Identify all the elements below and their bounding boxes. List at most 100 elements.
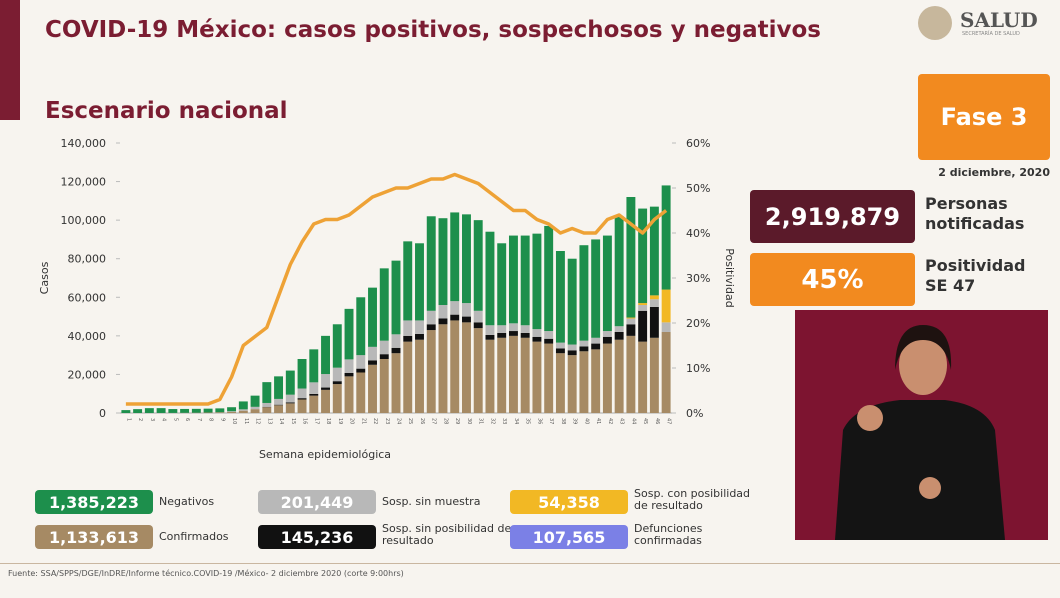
x-tick-label: 10 (231, 418, 237, 424)
bar-segment (321, 374, 330, 388)
bar-segment (579, 351, 589, 413)
bar-segment (391, 347, 401, 354)
bar-segment (426, 310, 436, 325)
x-tick-label: 24 (396, 418, 402, 424)
bar-segment (591, 343, 601, 350)
bar-segment (203, 408, 213, 413)
bar-segment (368, 287, 377, 347)
x-tick-label: 35 (525, 418, 531, 424)
bar-segment (415, 339, 424, 413)
interpreter-hand (857, 405, 883, 431)
bar-segment (661, 289, 671, 323)
x-tick-label: 5 (172, 418, 178, 421)
bar-segment (379, 340, 389, 355)
interpreter-hand (919, 477, 941, 499)
bar-segment (532, 329, 542, 337)
bar-segment (638, 310, 648, 342)
bar-segment (262, 407, 272, 413)
bar-segment (508, 335, 518, 413)
bar-segment (497, 325, 507, 333)
bar-segment (250, 395, 260, 407)
legend-label: Sosp. sin muestra (382, 495, 481, 508)
x-tick-label: 1 (125, 418, 131, 421)
bar-segment (191, 408, 201, 413)
bar-segment (379, 268, 389, 341)
bar-segment (567, 355, 577, 413)
bar-segment (285, 370, 295, 395)
bar-segment (591, 337, 601, 344)
interpreter-face (899, 335, 947, 395)
bar-segment (661, 185, 671, 290)
bar-segment (626, 197, 636, 318)
bar-segment (520, 337, 530, 413)
bar-segment (403, 335, 413, 342)
x-tick-label: 26 (419, 418, 425, 424)
title: COVID-19 México: casos positivos, sospec… (45, 17, 821, 43)
bar-segment (168, 409, 178, 413)
bar-segment (215, 408, 225, 413)
x-tick-label: 45 (642, 418, 648, 424)
bar-segment (661, 332, 671, 413)
bar-segment (344, 308, 354, 360)
bar-segment (473, 310, 483, 323)
bar-segment (544, 331, 554, 339)
bar-segment (438, 305, 448, 319)
bar-segment (415, 333, 424, 340)
y-tick-label: 60,000 (68, 291, 107, 304)
bar-segment (567, 344, 577, 351)
x-tick-label: 19 (337, 418, 343, 424)
bar-segment (462, 303, 471, 317)
bar-segment (626, 318, 636, 325)
x-tick-label: 11 (243, 418, 249, 424)
notified-label: Personas notificadas (925, 194, 1025, 233)
bar-segment (180, 408, 190, 413)
bar-segment (450, 212, 460, 302)
x-tick-label: 30 (466, 418, 472, 424)
bar-segment (532, 336, 542, 342)
bar-segment (485, 334, 495, 340)
y2-tick-label: 30% (686, 272, 710, 285)
subtitle: Escenario nacional (45, 98, 288, 124)
bar-segment (332, 384, 342, 413)
bar-segment (379, 354, 389, 359)
bar-segment (426, 330, 436, 413)
bar-segment (285, 394, 295, 403)
bar-segment (250, 406, 260, 410)
date: 2 diciembre, 2020 (938, 166, 1050, 179)
bar-segment (555, 251, 565, 343)
phase-box: Fase 3 (918, 74, 1050, 160)
bar-segment (638, 303, 648, 305)
bar-segment (508, 235, 518, 324)
bar-segment (238, 409, 248, 411)
bar-segment (614, 216, 624, 327)
y-tick-label: 0 (99, 407, 106, 420)
bar-segment (508, 323, 518, 332)
bar-segment (579, 245, 589, 341)
footer: Fuente: SSA/SPPS/DGE/InDRE/Informe técni… (8, 569, 404, 578)
x-tick-label: 28 (442, 418, 448, 424)
bar-segment (520, 235, 530, 326)
x-tick-label: 43 (619, 418, 625, 424)
bar-segment (497, 332, 507, 338)
bar-segment (344, 372, 354, 377)
bar-segment (438, 218, 448, 305)
x-tick-label: 13 (266, 418, 272, 424)
bar-segment (614, 326, 624, 332)
positivity-label: Positividad SE 47 (925, 256, 1026, 295)
bar-segment (473, 220, 483, 311)
bar-segment (238, 401, 248, 410)
bar-segment (485, 325, 495, 335)
x-tick-label: 8 (208, 418, 214, 421)
x-tick-label: 34 (513, 418, 519, 424)
x-tick-label: 31 (478, 418, 484, 424)
bar-segment (450, 301, 460, 315)
bar-segment (661, 322, 671, 332)
bar-segment (520, 332, 530, 338)
bar-segment (555, 342, 565, 349)
bar-segment (403, 241, 413, 321)
y2-tick-label: 0% (686, 407, 703, 420)
bar-segment (649, 306, 659, 338)
bar-segment (215, 412, 225, 413)
bar-segment (532, 341, 542, 413)
bar-segment (485, 231, 495, 326)
